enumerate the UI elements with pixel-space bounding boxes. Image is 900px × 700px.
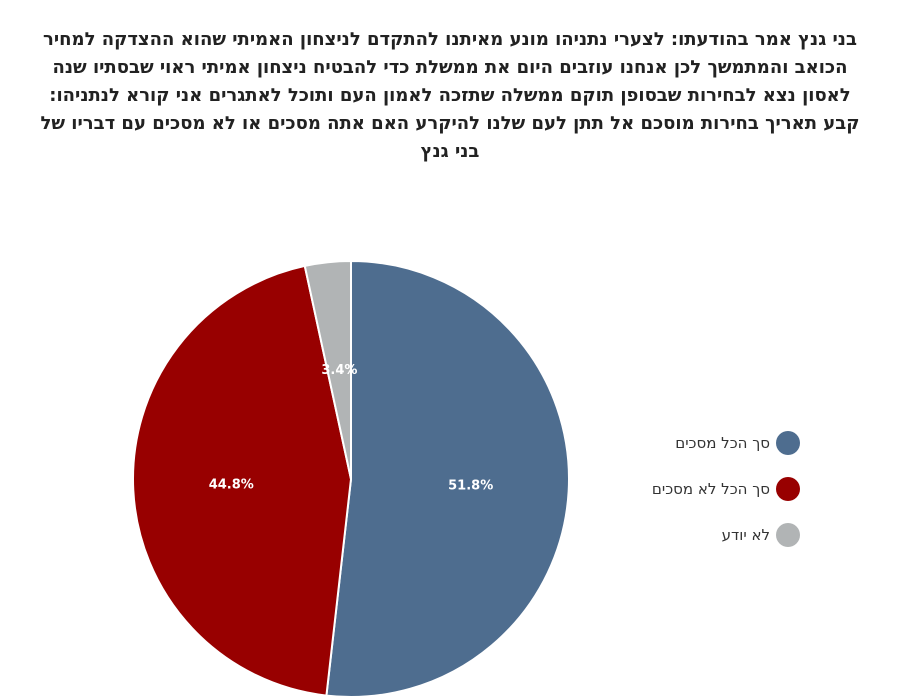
pie-slice-dont-know[interactable] [303,259,352,480]
legend-label-disagree: סך הכל לא מסכים [651,480,770,498]
pie-label-agree: 51.8% [448,478,493,493]
legend-label-dont-know: לא יודע [721,526,770,544]
legend-label-agree: סך הכל מסכים [675,434,770,452]
pie-label-dont-know: 3.4% [321,363,357,378]
pie-label-disagree: 44.8% [209,478,254,493]
legend-item-disagree[interactable]: סך הכל לא מסכים [600,466,800,512]
legend-swatch-dont-know [776,523,800,547]
pie-slice-agree[interactable] [325,259,571,698]
legend-item-agree[interactable]: סך הכל מסכים [600,420,800,466]
legend-swatch-agree [776,431,800,455]
legend-item-dont-know[interactable]: לא יודע [600,512,800,558]
legend-swatch-disagree [776,477,800,501]
chart-title: בני גנץ אמר בהודעתו: לצערי נתניהו מונע מ… [40,29,860,162]
legend: סך הכל מסכים סך הכל לא מסכים לא יודע [600,420,800,558]
pie-slice-disagree[interactable] [132,264,353,697]
